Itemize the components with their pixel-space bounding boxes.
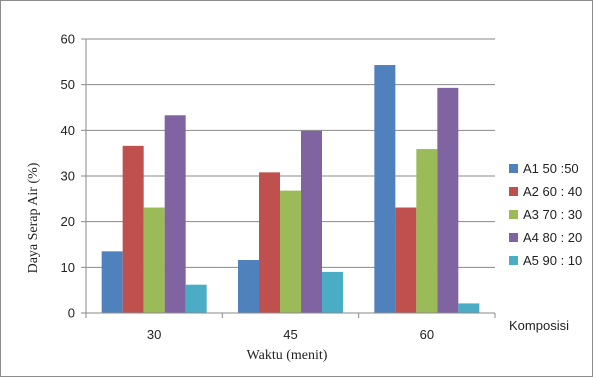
bar: [374, 65, 396, 313]
bar: [416, 149, 438, 313]
bar: [238, 260, 259, 313]
bar: [101, 251, 123, 313]
bar: [301, 130, 322, 313]
legend-label: A5 90 : 10: [523, 253, 582, 268]
axes: [81, 38, 496, 318]
legend-label: A3 70 : 30: [523, 207, 582, 222]
legend-swatch: [509, 256, 518, 265]
y-tick-label: 0: [68, 306, 75, 321]
bar: [185, 284, 207, 313]
bar: [395, 207, 417, 313]
bar: [122, 145, 144, 313]
y-tick-label: 50: [61, 77, 75, 92]
y-axis-title: Daya Serap Air (%): [26, 162, 41, 273]
legend-label: A1 50 :50: [523, 161, 579, 176]
bar: [322, 271, 343, 313]
y-tick-label: 60: [61, 32, 75, 47]
x-tick-labels: 30 45 60: [147, 327, 434, 342]
bars: [101, 65, 480, 313]
bar: [437, 87, 459, 313]
x-tick-label: 45: [283, 327, 297, 342]
bar: [280, 190, 301, 313]
bar: [164, 115, 186, 313]
legend-label: A2 60 : 40: [523, 184, 582, 199]
legend-label: A4 80 : 20: [523, 230, 582, 245]
y-tick-label: 40: [61, 123, 75, 138]
legend-swatch: [509, 164, 518, 173]
bar: [259, 172, 280, 313]
legend-title: Komposisi: [509, 318, 569, 333]
x-tick-label: 60: [420, 327, 434, 342]
legend-swatch: [509, 210, 518, 219]
legend-swatch: [509, 187, 518, 196]
y-tick-label: 10: [61, 260, 75, 275]
x-tick-label: 30: [147, 327, 161, 342]
bar: [143, 207, 165, 313]
y-tick-label: 20: [61, 214, 75, 229]
legend: A1 50 :50 A2 60 : 40 A3 70 : 30 A4 80 : 20 A…: [509, 161, 582, 268]
x-axis-title: Waktu (menit): [247, 348, 328, 363]
bar: [458, 303, 480, 313]
y-tick-labels: 0 10 20 30 40 50 60: [61, 32, 75, 321]
legend-swatch: [509, 233, 518, 242]
y-tick-label: 30: [61, 169, 75, 184]
